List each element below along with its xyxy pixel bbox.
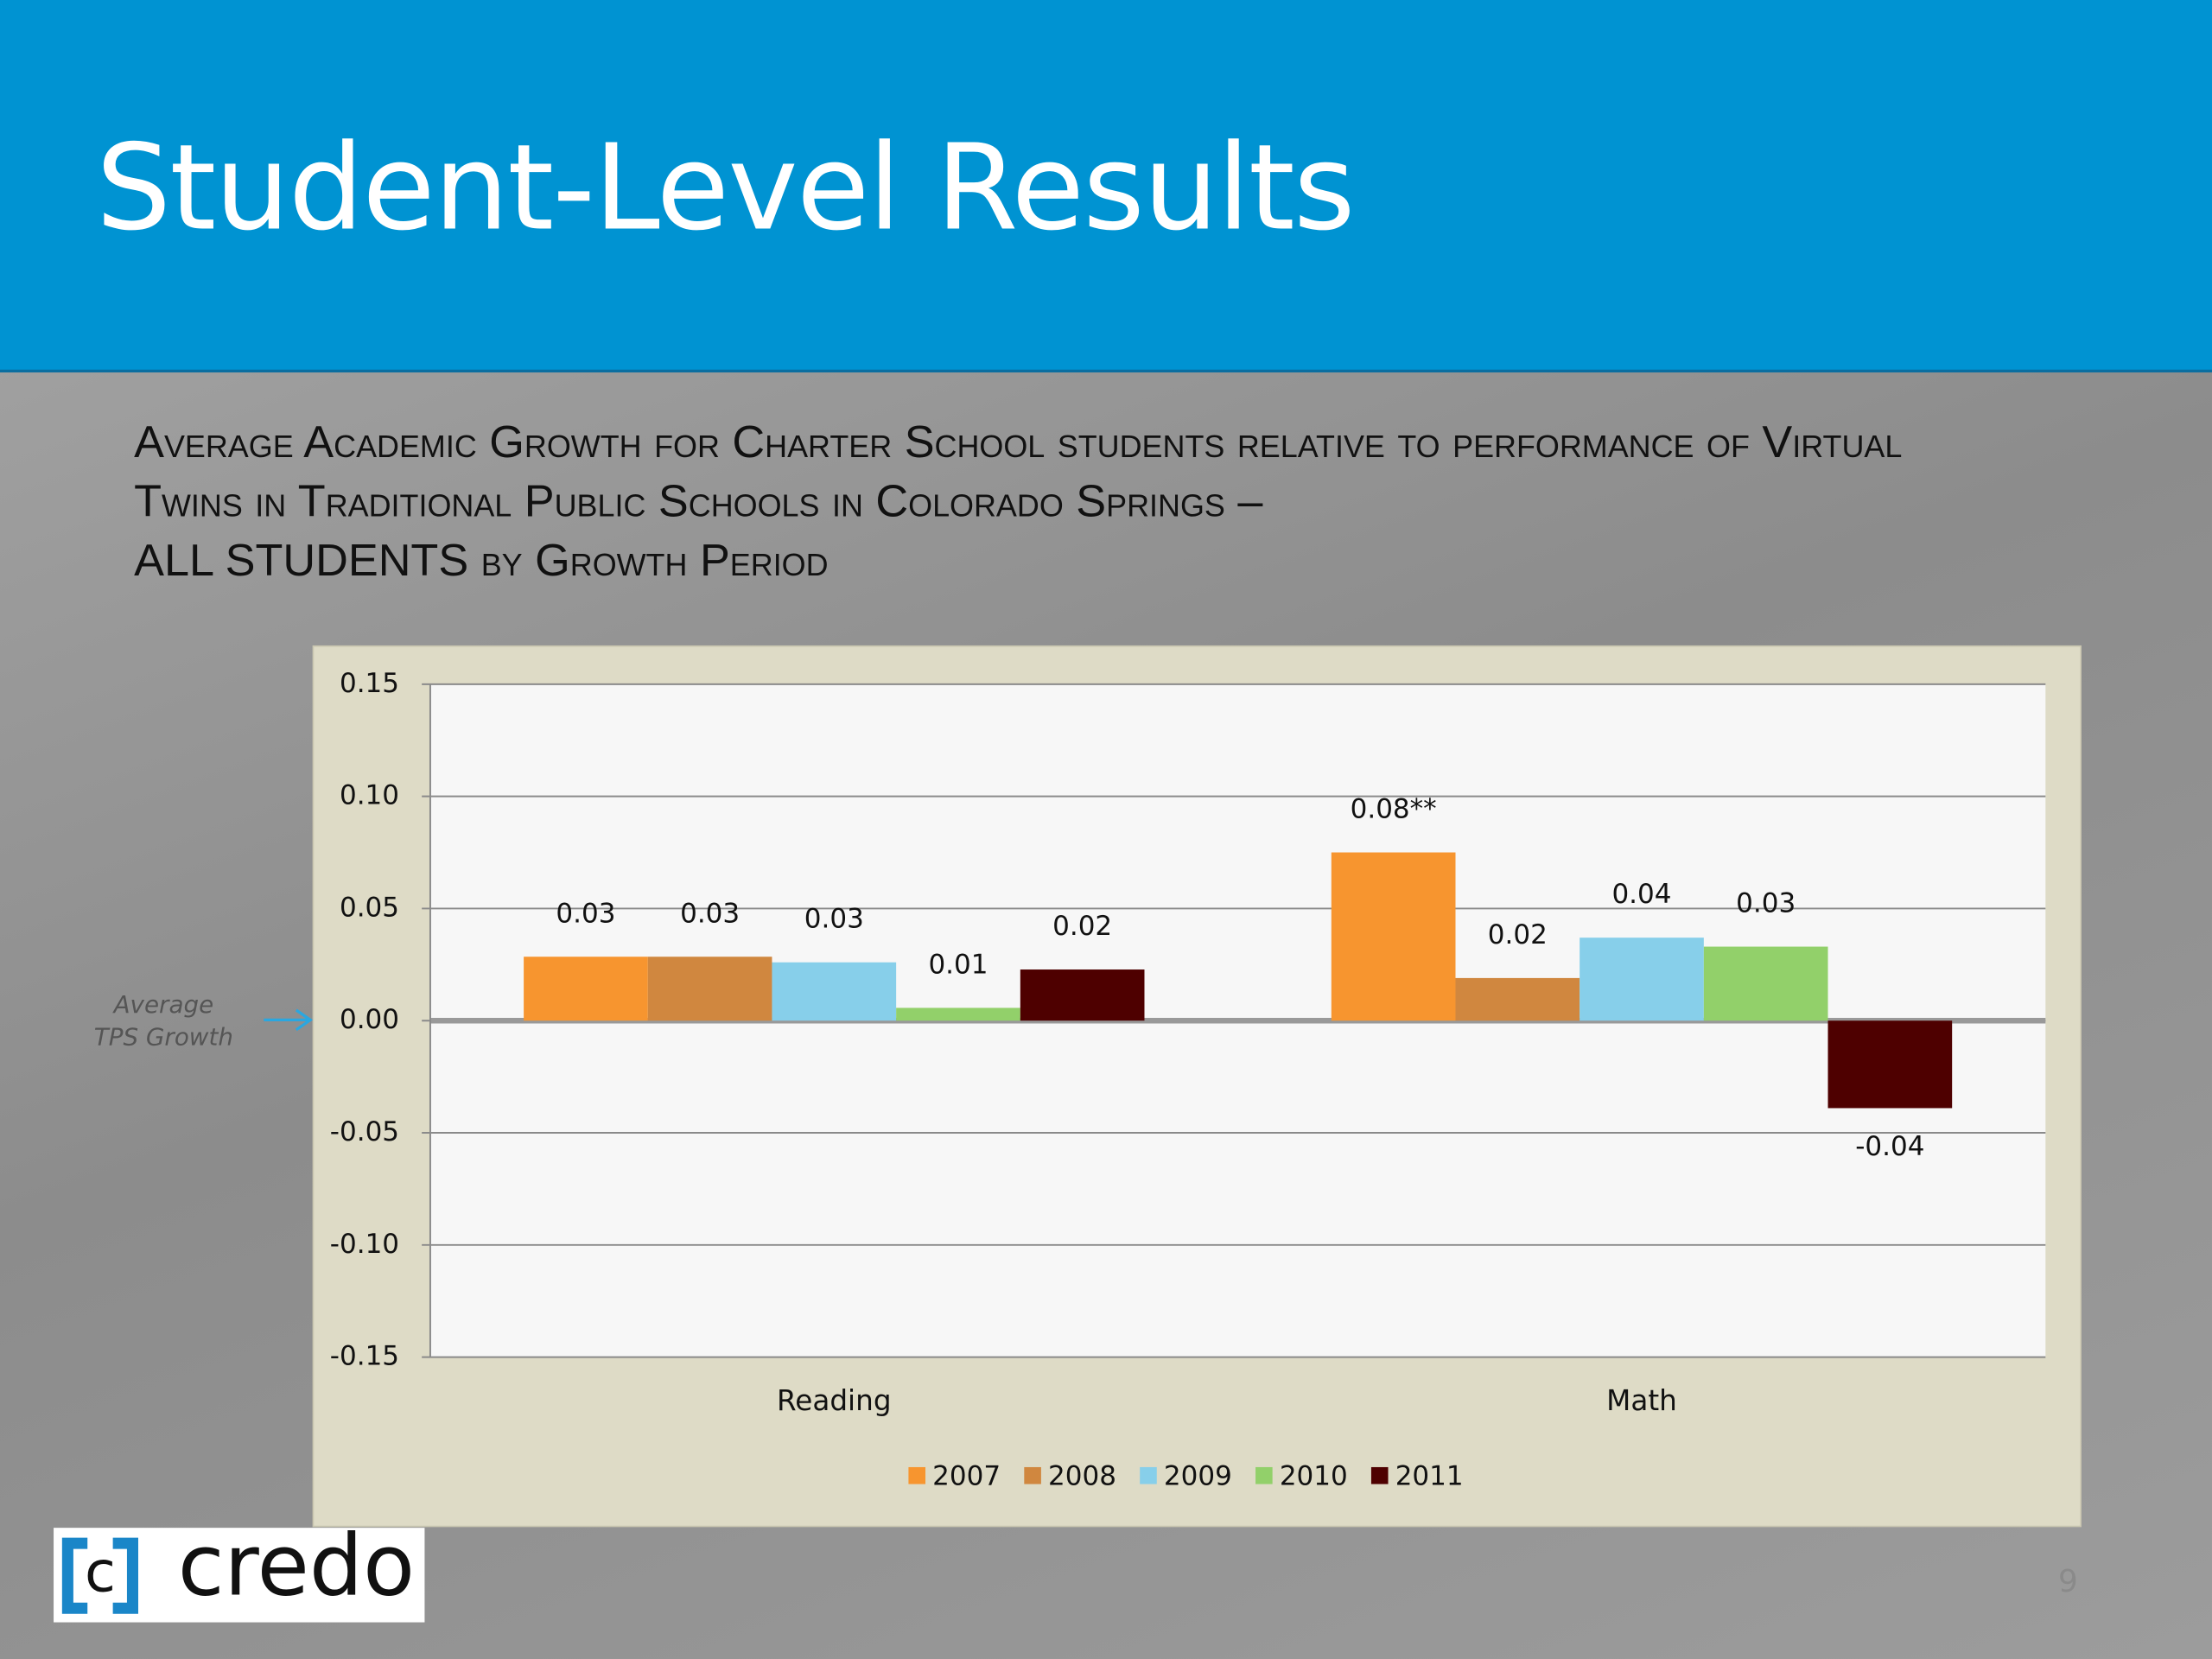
logo-bracket (61, 1537, 138, 1614)
legend-label: 2009 (1164, 1460, 1232, 1491)
chart-title: Average Academic Growth for Charter Scho… (134, 416, 1903, 526)
chart-heading: Average Academic Growth for Charter Scho… (134, 412, 1982, 590)
data-label: 0.04 (1611, 879, 1671, 910)
legend-label: 2007 (932, 1460, 1001, 1491)
legend-label: 2008 (1048, 1460, 1116, 1491)
annotation-arrowhead (295, 1008, 314, 1032)
bar (1455, 977, 1580, 1021)
bar (1580, 938, 1704, 1021)
data-label: 0.03 (680, 898, 740, 929)
legend-swatch (1140, 1466, 1157, 1484)
header: Student-Level Results (0, 0, 2212, 373)
bar (1331, 852, 1456, 1021)
y-tick-label: 0.00 (340, 1004, 399, 1035)
bar (524, 957, 648, 1021)
data-label: 0.02 (1488, 919, 1548, 950)
legend-swatch (908, 1466, 926, 1484)
y-tick-label: 0.15 (340, 668, 399, 699)
y-tick-label: 0.10 (340, 780, 399, 811)
legend-swatch (1370, 1466, 1389, 1484)
data-label: 0.03 (1736, 888, 1796, 919)
bar (1020, 969, 1145, 1021)
page-number: 9 (2058, 1564, 2078, 1599)
x-tick-label: Reading (777, 1384, 892, 1417)
bar (647, 957, 772, 1021)
legend-label: 2011 (1395, 1460, 1464, 1491)
bar (772, 962, 897, 1021)
logo-mark: c (85, 1540, 116, 1605)
y-tick-label: -0.15 (330, 1341, 399, 1372)
chart-subtitle: ALL STUDENTS by Growth Period (134, 534, 829, 586)
legend-swatch (1024, 1466, 1041, 1484)
logo-text: credo (178, 1517, 415, 1616)
legend-swatch (1255, 1466, 1273, 1484)
y-tick-label: -0.10 (330, 1229, 399, 1260)
slide-title: Student-Level Results (96, 118, 1356, 257)
bar (896, 1007, 1020, 1021)
data-label: 0.03 (556, 898, 615, 929)
data-label: 0.02 (1052, 911, 1112, 942)
x-tick-label: Math (1606, 1384, 1677, 1417)
bar (1703, 946, 1828, 1021)
data-label: 0.03 (804, 904, 864, 935)
data-label: -0.04 (1855, 1131, 1924, 1162)
y-tick-label: -0.05 (330, 1116, 399, 1147)
bar (1827, 1020, 1953, 1109)
annotation: Average (112, 990, 214, 1019)
y-tick-label: 0.05 (340, 892, 399, 923)
annotation: TPS Growth (94, 1023, 233, 1052)
legend-label: 2010 (1280, 1460, 1348, 1491)
data-label: 0.08** (1351, 794, 1437, 825)
data-label: 0.01 (928, 949, 988, 980)
